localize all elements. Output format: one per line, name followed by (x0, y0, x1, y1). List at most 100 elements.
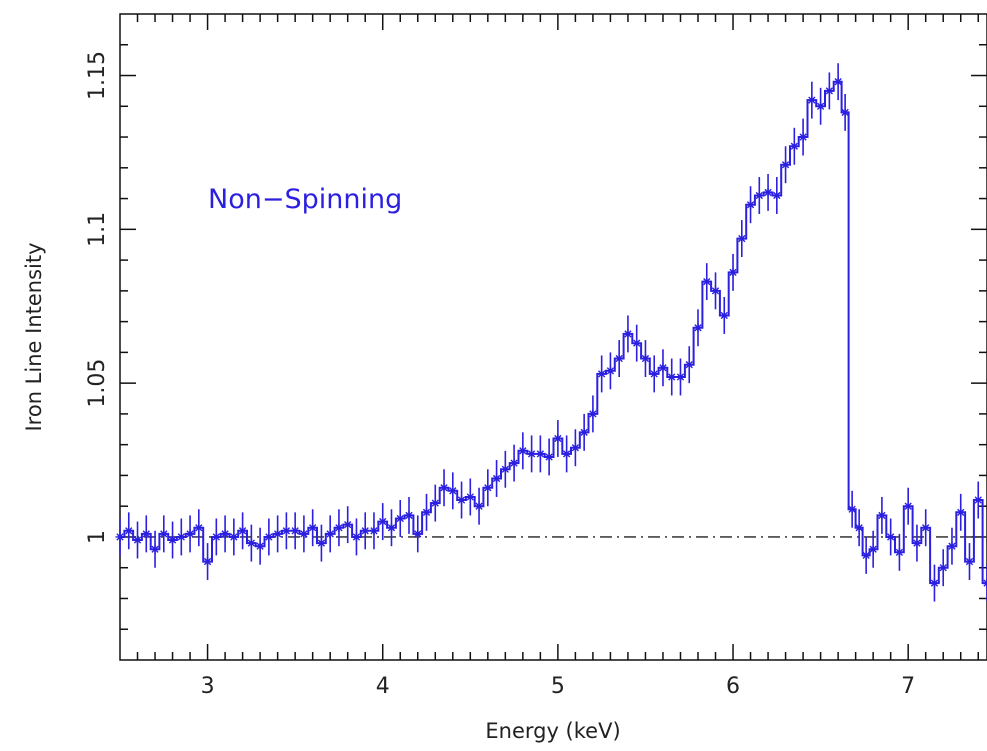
data-point (413, 529, 423, 539)
data-point (754, 190, 764, 200)
data-point (789, 141, 799, 151)
data-point (675, 372, 685, 382)
data-point (938, 563, 948, 573)
data-point (500, 464, 510, 474)
data-point (868, 544, 878, 554)
data-point (518, 446, 528, 456)
plot-frame (119, 13, 987, 661)
data-point (220, 529, 230, 539)
data-point (255, 541, 265, 551)
data-point (194, 523, 204, 533)
data-point (334, 523, 344, 533)
data-point (640, 354, 650, 364)
data-point (798, 132, 808, 142)
data-point (430, 498, 440, 508)
data-point (474, 501, 484, 511)
data-point (956, 507, 966, 517)
data-point (509, 458, 519, 468)
data-point (728, 267, 738, 277)
data-point (325, 529, 335, 539)
data-point (141, 529, 151, 539)
data-point (150, 544, 160, 554)
data-point (351, 532, 361, 542)
x-tick-label: 6 (726, 674, 740, 699)
data-point (877, 510, 887, 520)
data-point (124, 526, 134, 536)
data-point (684, 360, 694, 370)
data-point (238, 526, 248, 536)
data-point (649, 369, 659, 379)
data-point (772, 190, 782, 200)
y-axis-label: Iron Line Intensity (22, 242, 46, 431)
data-point (115, 532, 125, 542)
data-point (527, 449, 537, 459)
data-point (483, 483, 493, 493)
data-point (658, 363, 668, 373)
data-point (360, 526, 370, 536)
data-point (211, 532, 221, 542)
y-tick-label: 1 (85, 530, 110, 544)
data-point (912, 538, 922, 548)
data-point (492, 474, 502, 484)
data-point (246, 538, 256, 548)
data-point (133, 535, 143, 545)
data-point (535, 449, 545, 459)
data-point (763, 187, 773, 197)
data-point (168, 535, 178, 545)
x-tick-label: 5 (551, 674, 565, 699)
data-point (185, 529, 195, 539)
data-point (605, 366, 615, 376)
data-point (316, 538, 326, 548)
data-point (299, 529, 309, 539)
data-point (861, 550, 871, 560)
data-point (290, 526, 300, 536)
data-point (702, 277, 712, 287)
series-line (120, 80, 987, 585)
data-point (264, 532, 274, 542)
series-annotation: Non−Spinning (208, 184, 402, 215)
data-point (343, 520, 353, 530)
data-point (457, 495, 467, 505)
data-point (719, 310, 729, 320)
data-point (921, 523, 931, 533)
data-point (378, 517, 388, 527)
data-point (448, 486, 458, 496)
data-point (886, 532, 896, 542)
data-point (807, 95, 817, 105)
data-point (693, 323, 703, 333)
data-point (840, 107, 850, 117)
data-point (824, 86, 834, 96)
x-tick-label: 4 (376, 674, 390, 699)
data-point (903, 501, 913, 511)
data-point (465, 492, 475, 502)
data-point (588, 409, 598, 419)
y-tick-label: 1.15 (85, 51, 110, 100)
data-point (553, 434, 563, 444)
data-point (597, 369, 607, 379)
data-point (746, 200, 756, 210)
data-point (667, 372, 677, 382)
data-point (273, 529, 283, 539)
data-point (711, 286, 721, 296)
data-point (229, 532, 239, 542)
data-point (369, 526, 379, 536)
y-axis-ticks: 1 1.05 1.1 1.15 (85, 44, 987, 630)
y-tick-label: 1.05 (85, 359, 110, 408)
data-point (816, 101, 826, 111)
data-point (203, 557, 213, 567)
data-point (614, 354, 624, 364)
data-point (854, 523, 864, 533)
data-point (973, 495, 983, 505)
data-point (395, 513, 405, 523)
x-tick-label: 3 (201, 674, 215, 699)
data-point (781, 160, 791, 170)
data-point (894, 547, 904, 557)
data-point (544, 452, 554, 462)
data-point (386, 523, 396, 533)
data-point (422, 507, 432, 517)
y-tick-label: 1.1 (85, 212, 110, 247)
data-point (632, 338, 642, 348)
data-point (570, 443, 580, 453)
series-group (115, 63, 987, 602)
